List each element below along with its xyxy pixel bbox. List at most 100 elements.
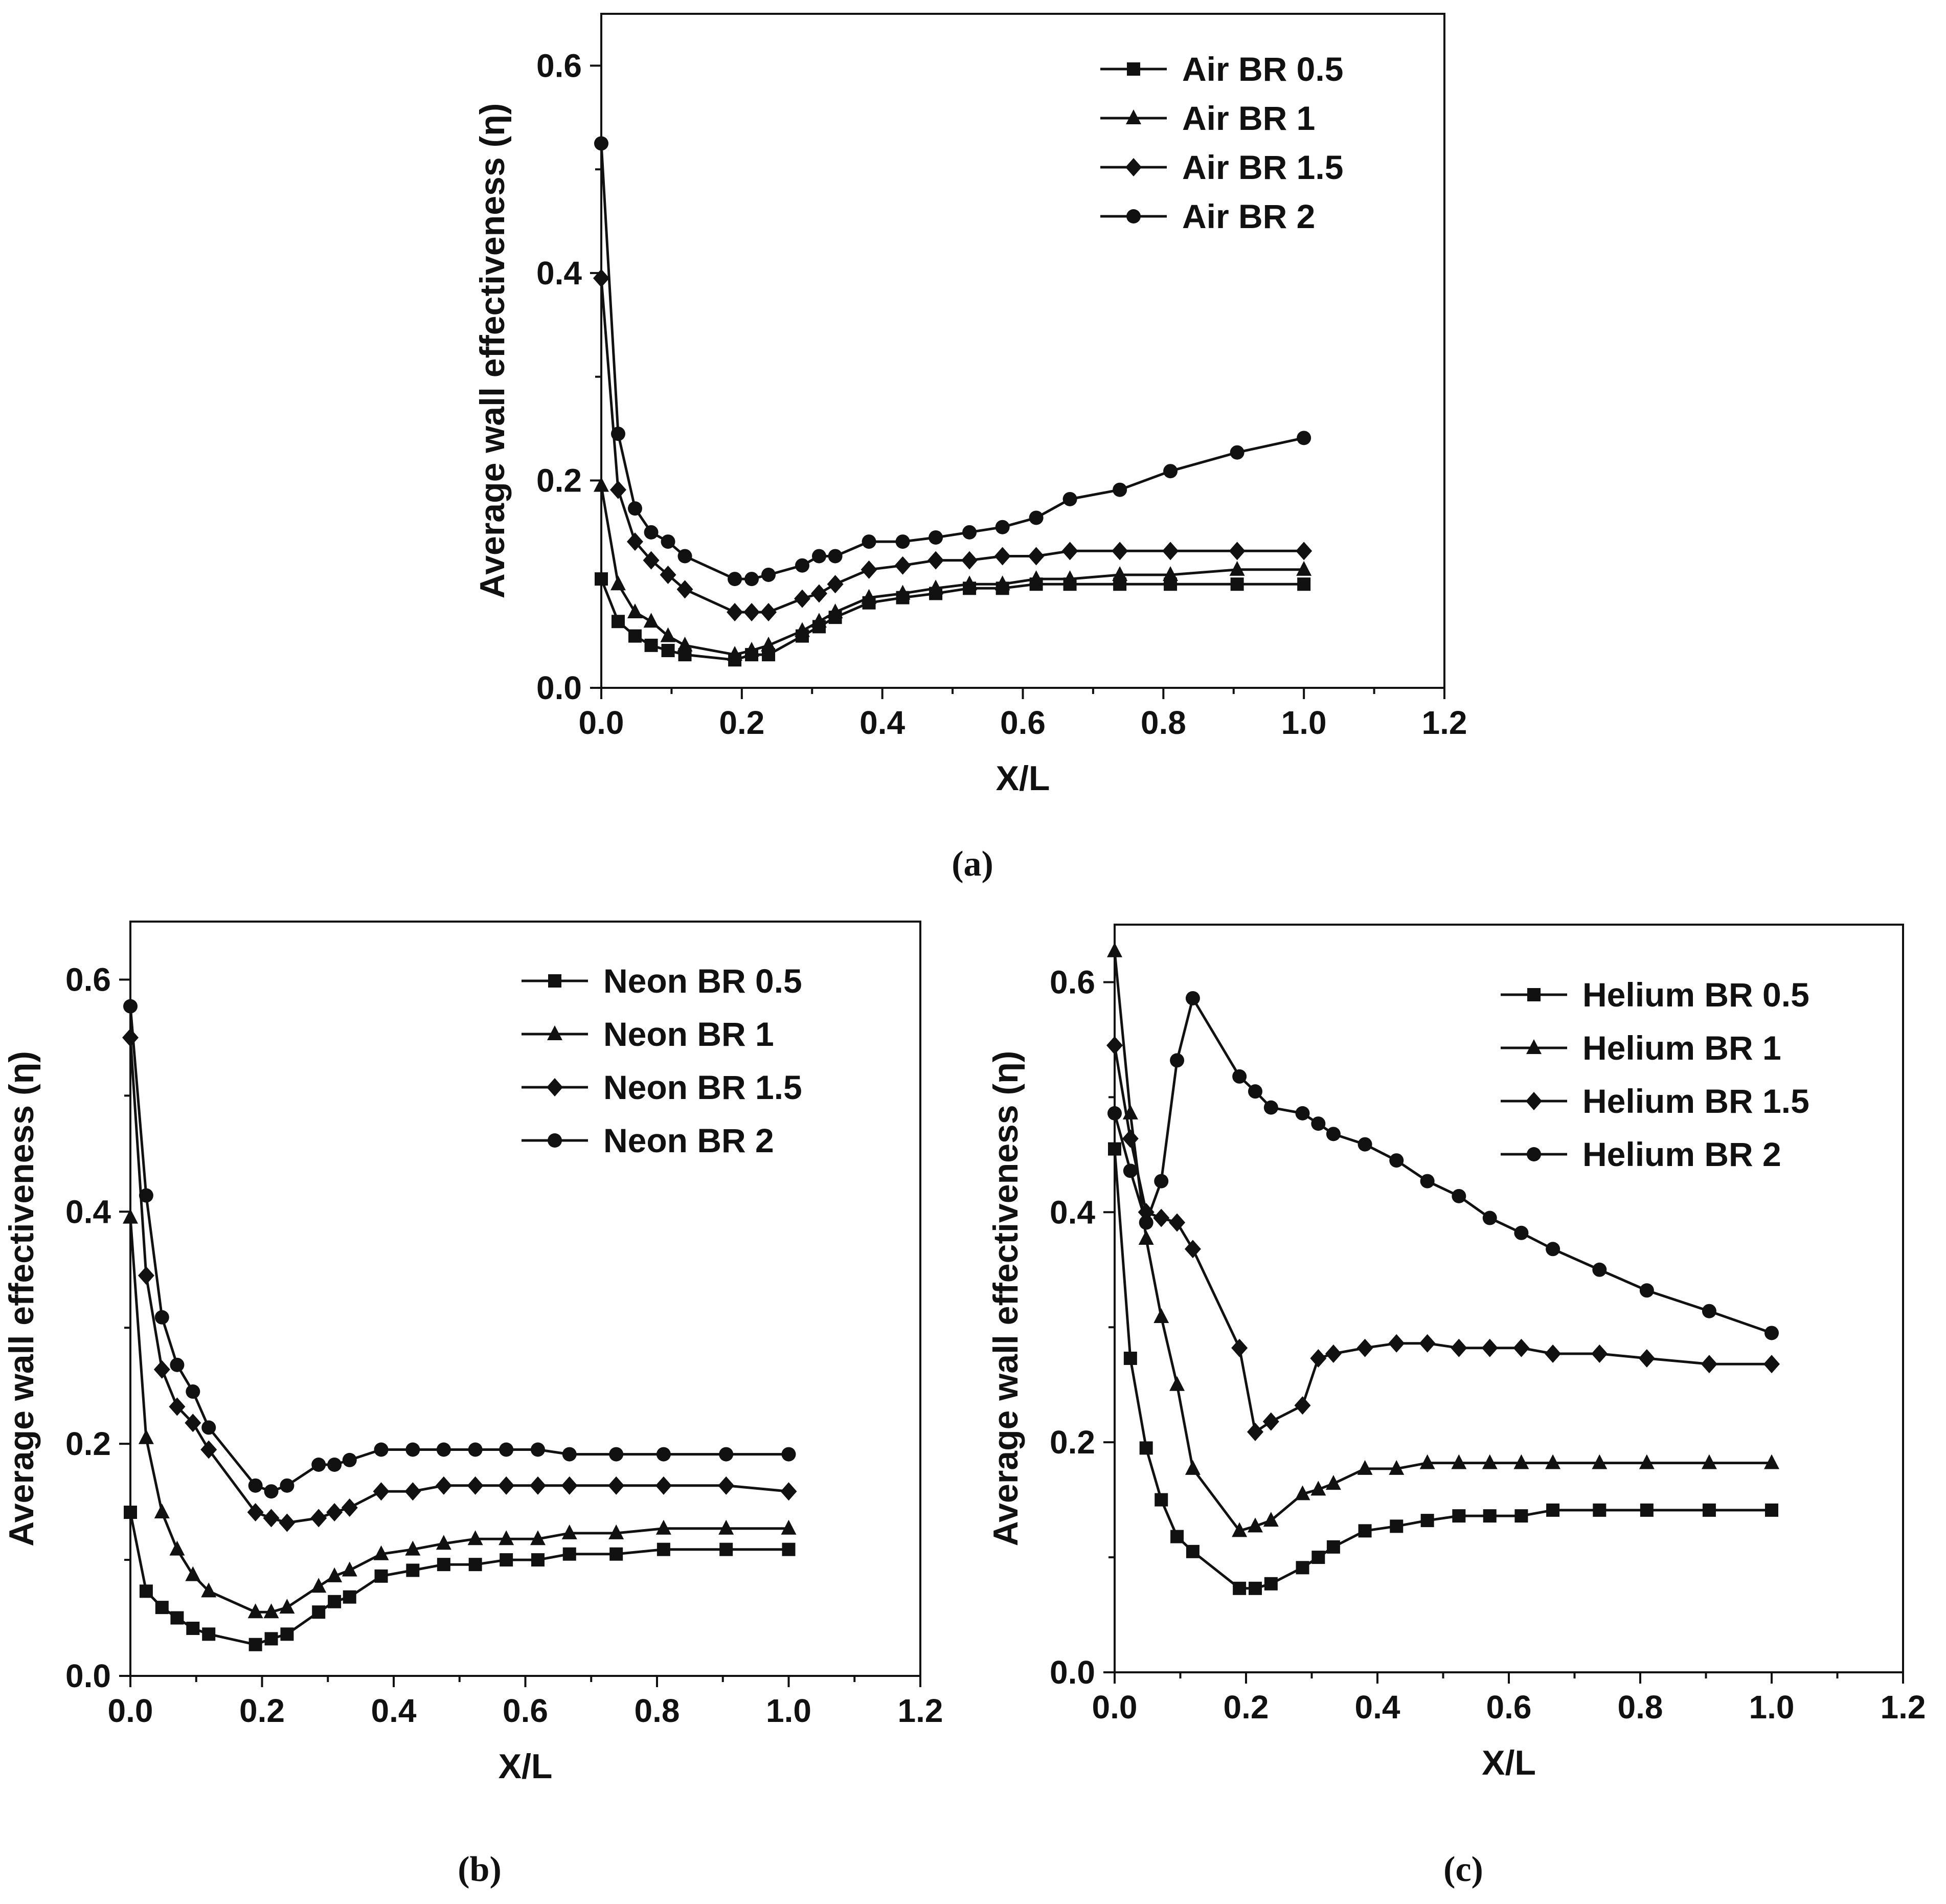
data-point [1514, 1509, 1528, 1523]
data-point [1262, 1412, 1279, 1431]
data-point [1163, 464, 1178, 479]
data-point [1169, 1376, 1185, 1391]
data-point [1138, 1230, 1154, 1245]
data-point [327, 1458, 342, 1472]
data-point [562, 1447, 577, 1462]
data-point [1122, 1129, 1139, 1148]
data-point [170, 1611, 184, 1625]
data-point [1112, 566, 1128, 581]
data-point [1107, 942, 1122, 957]
data-point [1546, 1503, 1560, 1517]
legend-label: Neon BR 1.5 [603, 1068, 802, 1106]
x-axis-title: X/L [1482, 1743, 1536, 1782]
legend: Neon BR 0.5 Neon BR 1 Neon BR 1.5 Neon BR 2 [522, 962, 802, 1159]
data-point [185, 1566, 201, 1581]
data-point [727, 646, 743, 661]
series-neon-br-2 [123, 999, 796, 1499]
data-point [529, 1476, 546, 1495]
data-point [343, 1590, 356, 1604]
y-tick-label: 0.0 [1050, 1654, 1095, 1691]
data-point [169, 1397, 186, 1416]
data-point [1154, 1174, 1169, 1189]
y-axis-title: Average wall effectiveness (η) [986, 1051, 1025, 1547]
panel-b: 0.0 0.2 0.4 0.6 0.8 1.0 1.2 0.0 0.2 0.4 0.6 X/L Aver… [2, 921, 943, 1889]
data-point [655, 1519, 671, 1535]
data-point [310, 1509, 327, 1528]
data-point [498, 1476, 515, 1495]
data-point [155, 1601, 169, 1615]
data-point [1112, 542, 1128, 561]
data-point [1452, 1509, 1466, 1523]
legend-marker [548, 974, 561, 988]
series-helium-br-2 [1107, 991, 1779, 1340]
data-point [201, 1582, 217, 1598]
data-point [781, 1519, 797, 1535]
data-point [961, 551, 978, 570]
series-air-br-1-5 [593, 269, 1313, 621]
data-point [1325, 1475, 1341, 1490]
series-line [600, 578, 1304, 661]
data-point [1310, 1349, 1327, 1368]
data-point [248, 1638, 262, 1651]
data-point [1326, 1127, 1341, 1141]
x-tick-label: 1.2 [1422, 704, 1467, 741]
data-point [655, 1476, 672, 1495]
data-point [861, 560, 877, 579]
data-point [718, 1476, 735, 1495]
data-point [1170, 1053, 1185, 1068]
plot-frame [1114, 924, 1904, 1673]
legend-marker [1127, 62, 1140, 76]
data-point [676, 580, 693, 599]
data-point [1062, 570, 1078, 586]
legend-marker [1526, 1039, 1542, 1054]
series-air-br-1 [594, 477, 1312, 661]
data-point [626, 532, 643, 551]
data-point [1326, 1540, 1340, 1554]
data-point [1248, 1084, 1262, 1099]
data-point [186, 1621, 200, 1635]
data-point [660, 565, 676, 584]
data-point [122, 1028, 139, 1047]
y-axis-title: Average wall effectiveness (η) [2, 1051, 41, 1547]
data-point [311, 1458, 326, 1472]
data-point [1591, 1344, 1608, 1363]
data-point [1230, 577, 1244, 591]
data-point [1170, 1530, 1184, 1543]
data-point [1062, 491, 1077, 506]
data-point [1153, 1308, 1169, 1323]
y-tick-label: 0.0 [536, 669, 582, 706]
data-point [782, 1542, 796, 1556]
data-point [1357, 1460, 1373, 1475]
data-point [609, 1447, 624, 1462]
data-point [593, 269, 609, 288]
data-point [201, 1420, 216, 1435]
data-point [794, 589, 811, 608]
series-helium-br-1-5 [1106, 1036, 1780, 1441]
data-point [760, 602, 777, 621]
y-tick-label: 0.6 [65, 961, 111, 998]
data-point [744, 572, 759, 587]
data-point [828, 549, 843, 564]
x-tick-label: 1.0 [1281, 704, 1327, 741]
data-point [153, 1360, 170, 1379]
data-point [1419, 1454, 1435, 1469]
data-point [123, 999, 138, 1014]
data-point [1389, 1460, 1405, 1475]
data-point [200, 1440, 217, 1459]
data-point [1310, 1481, 1326, 1496]
data-point [1233, 1581, 1247, 1595]
data-point [1155, 1493, 1168, 1507]
data-point [374, 1442, 389, 1457]
x-axis-title: X/L [996, 759, 1050, 798]
data-point [1513, 1338, 1530, 1357]
data-point [1701, 1454, 1717, 1469]
data-point [499, 1442, 514, 1457]
data-point [995, 520, 1010, 534]
data-point [374, 1569, 388, 1583]
data-point [1483, 1509, 1497, 1523]
data-point [1482, 1454, 1498, 1469]
data-point [728, 572, 742, 587]
x-tick-label: 0.6 [1000, 704, 1046, 741]
data-point [138, 1429, 154, 1444]
data-point [1139, 1441, 1153, 1455]
